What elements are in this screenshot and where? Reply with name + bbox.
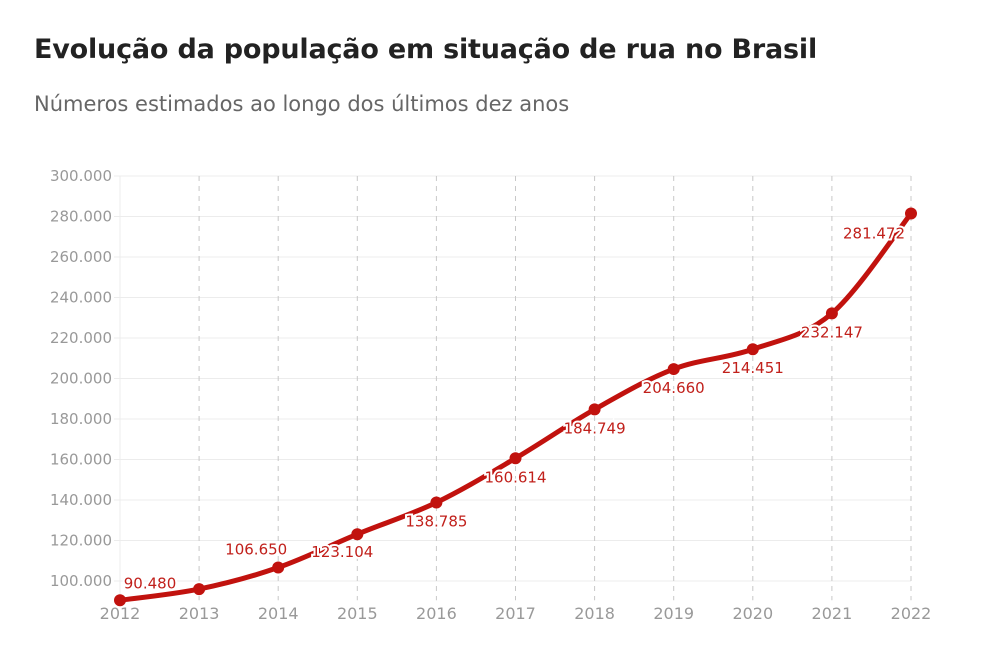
y-tick-label: 180.000 <box>50 410 112 428</box>
data-label: 204.660 <box>643 379 705 397</box>
y-tick-label: 260.000 <box>50 248 112 266</box>
x-tick-label: 2015 <box>337 604 378 623</box>
data-label: 214.451 <box>722 359 784 377</box>
x-tick-label: 2013 <box>179 604 220 623</box>
data-point <box>351 528 364 541</box>
x-tick-label: 2022 <box>891 604 932 623</box>
data-point <box>114 594 126 607</box>
data-point <box>588 403 601 416</box>
y-tick-label: 300.000 <box>50 167 112 185</box>
chart-title: Evolução da população em situação de rua… <box>34 34 818 65</box>
y-tick-label: 220.000 <box>50 329 112 347</box>
y-tick-label: 200.000 <box>50 370 112 388</box>
y-tick-label: 160.000 <box>50 451 112 469</box>
x-tick-label: 2016 <box>416 604 457 623</box>
data-label: 106.650 <box>225 541 287 559</box>
x-tick-label: 2017 <box>495 604 536 623</box>
x-tick-label: 2020 <box>732 604 773 623</box>
x-tick-label: 2018 <box>574 604 615 623</box>
data-label: 184.749 <box>564 419 626 437</box>
data-point <box>193 583 206 596</box>
y-tick-label: 240.000 <box>50 289 112 307</box>
x-tick-label: 2012 <box>100 604 141 623</box>
data-point <box>825 307 838 320</box>
y-tick-label: 280.000 <box>50 208 112 226</box>
data-point <box>509 452 522 465</box>
data-point <box>667 363 680 376</box>
data-point <box>746 343 759 356</box>
y-tick-label: 100.000 <box>50 572 112 590</box>
y-tick-label: 120.000 <box>50 532 112 550</box>
x-tick-label: 2019 <box>653 604 694 623</box>
data-label: 123.104 <box>311 543 373 561</box>
x-tick-label: 2014 <box>258 604 299 623</box>
data-label: 160.614 <box>484 468 546 486</box>
data-point <box>272 561 285 574</box>
data-label: 232.147 <box>801 323 863 341</box>
data-label: 281.472 <box>843 225 905 243</box>
chart-subtitle: Números estimados ao longo dos últimos d… <box>34 92 570 116</box>
x-tick-label: 2021 <box>812 604 853 623</box>
data-label: 138.785 <box>405 512 467 530</box>
data-label: 90.480 <box>124 574 177 592</box>
y-tick-label: 140.000 <box>50 491 112 509</box>
data-point <box>430 496 443 509</box>
data-point <box>905 207 917 220</box>
